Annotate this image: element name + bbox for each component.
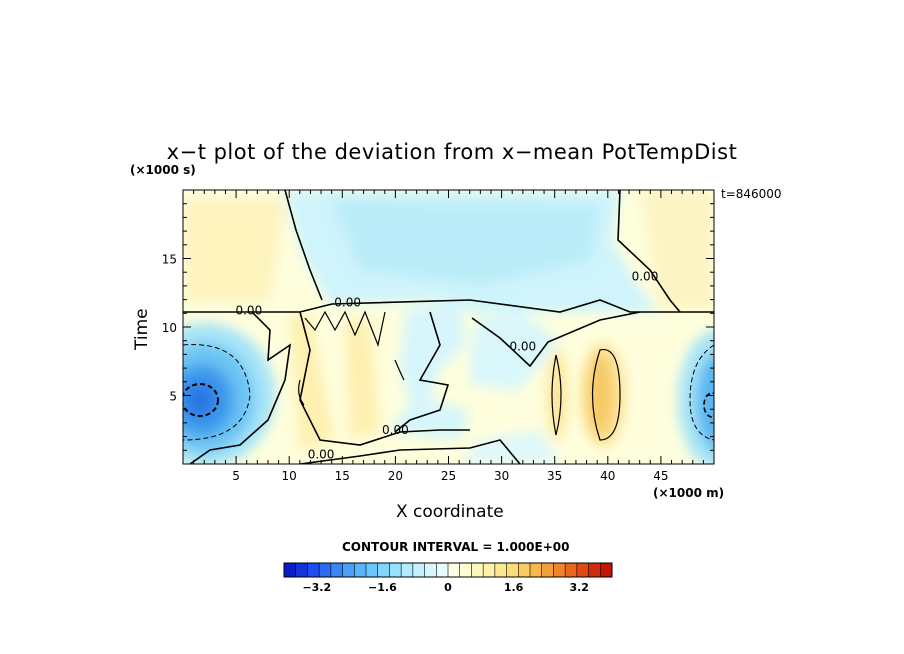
colorbar-swatch <box>366 563 379 577</box>
contour-label: 0.00 <box>509 339 536 353</box>
timestamp-label: t=846000 <box>721 187 782 201</box>
colorbar-swatch <box>506 563 519 577</box>
colorbar-swatch <box>588 563 601 577</box>
colorbar-swatch <box>530 563 543 577</box>
contour-label: 0.00 <box>235 304 262 318</box>
colorbar-swatch <box>284 563 297 577</box>
contour-labels: 0.00 0.00 0.00 0.00 0.00 0.00 <box>235 269 658 461</box>
colorbar-swatch <box>518 563 531 577</box>
colorbar-tick-label: −3.2 <box>302 581 331 594</box>
colorbar-swatch <box>330 563 343 577</box>
colorbar-swatch <box>600 563 613 577</box>
y-tick-label: 15 <box>162 253 177 267</box>
colorbar-tick-label: −1.6 <box>368 581 397 594</box>
x-tick-label: 10 <box>282 469 297 483</box>
negative-contours <box>183 344 714 441</box>
y-tick-label: 5 <box>169 390 177 404</box>
chart-title: x−t plot of the deviation from x−mean Po… <box>166 140 738 164</box>
contour-label: 0.00 <box>308 448 335 462</box>
contour-label: 0.00 <box>632 269 659 283</box>
colorbar-tick-label: 0 <box>444 581 452 594</box>
colorbar-swatch <box>541 563 554 577</box>
axis-ticks: 5 10 15 20 25 30 35 40 45 5 10 15 <box>162 190 714 483</box>
colorbar-frame <box>283 562 613 578</box>
x-tick-label: 30 <box>494 469 509 483</box>
colorbar-swatch <box>389 563 402 577</box>
contour-interval-note: CONTOUR INTERVAL = 1.000E+00 <box>342 540 570 554</box>
y-tick-label: 10 <box>162 321 177 335</box>
colorbar-swatch <box>377 563 390 577</box>
colorbar-swatch <box>553 563 566 577</box>
colorbar-swatch <box>295 563 308 577</box>
x-tick-label: 35 <box>547 469 562 483</box>
colorbar-swatch <box>471 563 484 577</box>
contour-lines <box>183 190 714 464</box>
contour-label: 0.00 <box>334 295 361 309</box>
colorbar-swatch <box>319 563 332 577</box>
colorbar-swatch <box>342 563 355 577</box>
colorbar-swatch <box>448 563 461 577</box>
field-fill <box>183 190 714 464</box>
colorbar-swatch <box>412 563 425 577</box>
colorbar-swatch <box>436 563 449 577</box>
x-axis-units: (×1000 m) <box>653 486 725 500</box>
colorbar-swatch <box>424 563 437 577</box>
colorbar-tick-label: 3.2 <box>569 581 589 594</box>
x-tick-label: 40 <box>600 469 615 483</box>
colorbar-tick-label: 1.6 <box>504 581 524 594</box>
colorbar-swatch <box>494 563 507 577</box>
colorbar-swatch <box>401 563 414 577</box>
x-tick-label: 25 <box>441 469 456 483</box>
contour-label: 0.00 <box>382 423 409 437</box>
colorbar-swatch <box>483 563 496 577</box>
colorbar-swatch <box>354 563 367 577</box>
x-tick-label: 5 <box>232 469 240 483</box>
colorbar: −3.2 −1.6 0 1.6 3.2 <box>283 562 613 594</box>
x-tick-label: 20 <box>388 469 403 483</box>
colorbar-swatch <box>307 563 320 577</box>
y-axis-units: (×1000 s) <box>130 163 196 177</box>
colorbar-swatch <box>565 563 578 577</box>
x-axis-label: X coordinate <box>396 502 504 522</box>
colorbar-swatch <box>459 563 472 577</box>
colorbar-swatch <box>576 563 589 577</box>
x-tick-label: 45 <box>653 469 668 483</box>
x-tick-label: 15 <box>335 469 350 483</box>
